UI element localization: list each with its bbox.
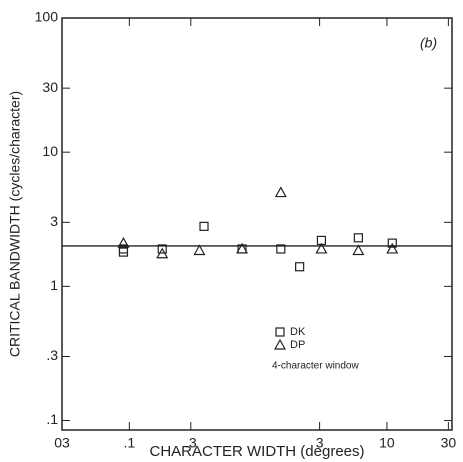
data-point <box>386 242 399 254</box>
annotation: (b) <box>420 35 437 51</box>
data-point <box>387 238 397 248</box>
data-point <box>274 186 287 198</box>
data-point <box>118 247 129 257</box>
x-tick-label: 30 <box>441 435 457 451</box>
data-point <box>157 244 167 254</box>
plot-frame <box>61 17 453 431</box>
x-tick-label: 10 <box>379 435 395 451</box>
y-tick-label: 1 <box>50 277 58 293</box>
x-tick-label: .1 <box>124 435 136 451</box>
data-point <box>315 242 328 254</box>
legend-label: DP <box>290 339 305 351</box>
y-tick-label: .1 <box>46 411 58 427</box>
data-point <box>156 247 169 259</box>
legend-label: DK <box>290 326 306 338</box>
note: 4-character window <box>272 361 359 372</box>
data-point <box>236 242 249 254</box>
y-tick-label: 100 <box>35 9 59 25</box>
y-tick-label: .3 <box>46 347 58 363</box>
y-tick-label: 30 <box>42 79 58 95</box>
x-tick-label: 03 <box>54 435 70 451</box>
y-axis-title: CRITICAL BANDWIDTH (cycles/character) <box>7 91 23 357</box>
data-point <box>353 233 363 243</box>
data-point <box>199 221 209 231</box>
x-tick-label: .3 <box>185 435 197 451</box>
data-point <box>193 244 206 256</box>
y-tick-label: 3 <box>50 213 58 229</box>
legend-marker <box>275 327 285 337</box>
y-tick-label: 10 <box>42 143 58 159</box>
data-point <box>295 262 305 272</box>
legend-marker <box>273 338 287 350</box>
data-point <box>117 236 130 248</box>
x-axis-title: CHARACTER WIDTH (degrees) <box>149 443 364 460</box>
data-point <box>352 244 365 256</box>
data-point <box>276 244 286 254</box>
x-tick-label: 3 <box>316 435 324 451</box>
